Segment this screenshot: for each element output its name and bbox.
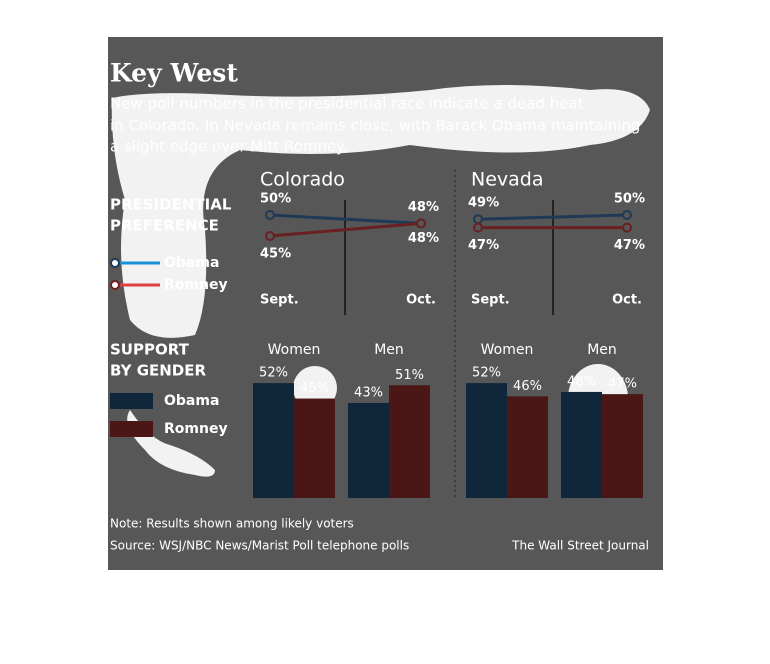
bar (294, 398, 335, 498)
value-label: 51% (395, 368, 424, 383)
point (416, 218, 426, 229)
value-label: 43% (354, 385, 383, 400)
line (269, 221, 422, 238)
legend-swatch (110, 393, 153, 409)
x-tick-label: Men (587, 342, 617, 358)
point (622, 222, 632, 233)
legend-marker (110, 258, 120, 268)
subtitle: in Colorado. In Nevada remains close, wi… (110, 117, 640, 135)
value-label: 47% (608, 377, 637, 392)
value-label: 48% (408, 200, 439, 215)
point (473, 222, 483, 233)
x-tick-label: Women (481, 342, 534, 358)
x-tick-label: Sept. (260, 293, 299, 308)
legend-label: Romney (164, 277, 228, 293)
note: Note: Results shown among likely voters (110, 517, 354, 531)
point (265, 210, 275, 220)
value-label: 48% (408, 231, 439, 246)
bar (561, 391, 602, 498)
bar (389, 385, 430, 498)
subtitle: a slight edge over Mitt Romney. (110, 138, 348, 156)
section-label: PRESIDENTIAL (110, 196, 232, 214)
value-label: 45% (300, 381, 329, 396)
x-tick-label: Oct. (406, 293, 436, 308)
highlight (127, 410, 215, 477)
value-label: 50% (260, 192, 291, 207)
value-label: 47% (614, 238, 645, 253)
point (473, 214, 483, 225)
legend-label: Obama (164, 393, 219, 409)
legend-label: Obama (164, 255, 219, 271)
credit: The Wall Street Journal (511, 539, 649, 553)
chart-title: Colorado (260, 169, 345, 191)
legend-label: Romney (164, 421, 228, 437)
legend-swatch (110, 421, 153, 437)
value-label: 48% (567, 374, 596, 389)
section-label: PREFERENCE (110, 217, 219, 235)
title: Key West (110, 59, 238, 88)
x-tick-label: Sept. (471, 293, 510, 308)
point (622, 210, 632, 220)
point (265, 231, 275, 241)
subtitle: New poll numbers in the presidential rac… (110, 95, 584, 113)
line (269, 213, 422, 225)
x-tick-label: Oct. (612, 293, 642, 308)
x-tick-label: Women (268, 342, 321, 358)
source: Source: WSJ/NBC News/Marist Poll telepho… (110, 539, 409, 553)
value-label: 52% (259, 366, 288, 381)
value-label: 50% (614, 192, 645, 207)
value-label: 45% (260, 247, 291, 262)
bar (348, 402, 389, 498)
value-label: 47% (468, 238, 499, 253)
section-label: SUPPORT (110, 341, 190, 359)
bar (602, 394, 643, 498)
bar (253, 383, 294, 498)
line (477, 213, 628, 221)
value-label: 46% (513, 379, 542, 394)
value-label: 52% (472, 366, 501, 381)
bar (466, 383, 507, 498)
section-label: BY GENDER (110, 362, 207, 380)
legend-marker (110, 280, 120, 290)
chart-title: Nevada (471, 169, 544, 191)
value-label: 49% (468, 196, 499, 211)
x-tick-label: Men (374, 342, 404, 358)
bar (507, 396, 548, 498)
highlight (111, 85, 650, 338)
